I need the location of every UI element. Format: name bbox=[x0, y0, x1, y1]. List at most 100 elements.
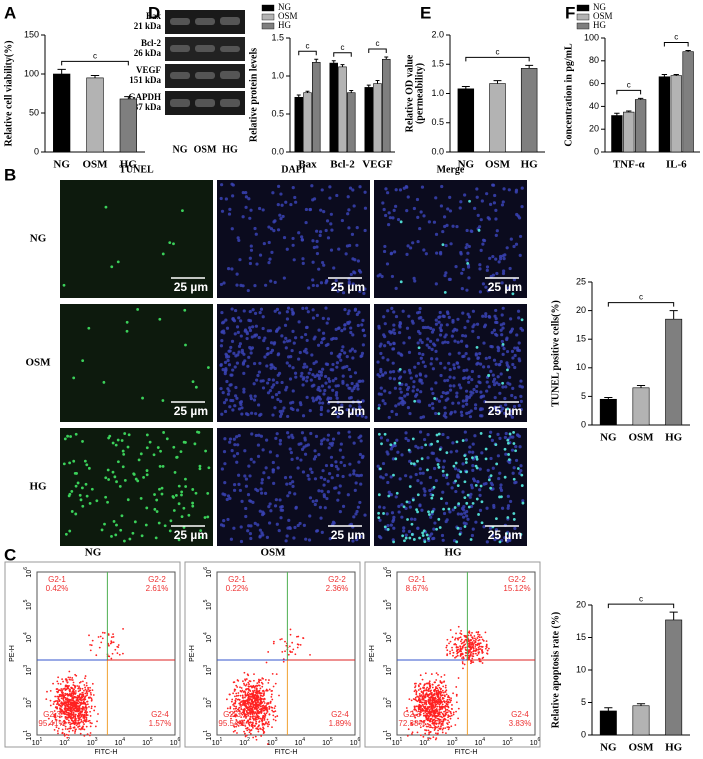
nucleus bbox=[317, 267, 321, 271]
stain bbox=[181, 209, 184, 213]
nucleus bbox=[308, 514, 312, 518]
stain bbox=[411, 498, 415, 502]
event bbox=[76, 685, 79, 687]
nucleus bbox=[418, 379, 422, 383]
x-tick-label: HG bbox=[665, 432, 683, 444]
nucleus bbox=[227, 212, 232, 216]
event bbox=[288, 645, 291, 648]
nucleus bbox=[320, 384, 325, 388]
nucleus bbox=[291, 236, 295, 241]
y-tick-label: 105 bbox=[23, 599, 33, 610]
nucleus bbox=[285, 482, 289, 486]
event bbox=[268, 713, 271, 716]
nucleus bbox=[492, 328, 497, 332]
nucleus bbox=[297, 320, 301, 324]
tick-exp: 6 bbox=[358, 737, 361, 743]
nucleus bbox=[480, 451, 484, 455]
nucleus bbox=[434, 381, 438, 385]
y-tick-label: 150 bbox=[24, 29, 39, 39]
stain bbox=[63, 437, 67, 441]
event bbox=[57, 696, 60, 698]
event bbox=[417, 696, 420, 698]
event bbox=[435, 722, 438, 725]
nucleus bbox=[486, 365, 491, 369]
event bbox=[430, 693, 433, 696]
event bbox=[72, 711, 75, 714]
nucleus bbox=[389, 523, 393, 527]
stain bbox=[168, 241, 172, 244]
error-bar bbox=[384, 56, 389, 60]
stain bbox=[106, 468, 110, 472]
event bbox=[287, 653, 290, 656]
event bbox=[258, 724, 260, 727]
event bbox=[61, 732, 64, 735]
nucleus bbox=[433, 521, 437, 525]
tick-base: 10 bbox=[239, 740, 247, 747]
flow-title: OSM bbox=[260, 547, 286, 559]
nucleus bbox=[451, 224, 455, 228]
nucleus bbox=[252, 398, 257, 402]
nucleus bbox=[237, 407, 242, 411]
nucleus bbox=[470, 533, 475, 538]
event bbox=[246, 726, 249, 729]
nucleus bbox=[491, 254, 495, 259]
stain bbox=[440, 497, 443, 501]
event bbox=[419, 708, 422, 711]
nucleus bbox=[340, 403, 344, 407]
stain bbox=[441, 243, 445, 247]
tick-exp: 2 bbox=[247, 737, 250, 743]
event bbox=[257, 717, 260, 720]
event bbox=[267, 681, 270, 684]
nucleus bbox=[444, 271, 448, 275]
nucleus bbox=[500, 506, 505, 510]
nucleus bbox=[347, 282, 351, 286]
event bbox=[57, 732, 59, 735]
stain bbox=[104, 495, 108, 499]
nucleus bbox=[288, 482, 292, 486]
stain bbox=[443, 290, 447, 294]
nucleus bbox=[506, 506, 510, 510]
nucleus bbox=[516, 309, 521, 313]
tick-base: 10 bbox=[206, 667, 213, 675]
event bbox=[413, 690, 416, 693]
stain bbox=[68, 461, 72, 465]
nucleus bbox=[436, 338, 440, 342]
nucleus bbox=[418, 373, 423, 377]
nucleus bbox=[465, 228, 469, 233]
event bbox=[238, 709, 240, 712]
nucleus bbox=[247, 355, 251, 359]
nucleus bbox=[424, 374, 428, 378]
nucleus bbox=[247, 524, 251, 528]
event bbox=[412, 698, 415, 700]
event bbox=[258, 678, 260, 681]
stain bbox=[506, 407, 510, 411]
stain bbox=[141, 396, 144, 400]
nucleus bbox=[233, 443, 237, 447]
nucleus bbox=[390, 274, 395, 279]
event bbox=[77, 719, 80, 722]
nucleus bbox=[471, 468, 475, 472]
stain bbox=[72, 459, 76, 463]
nucleus bbox=[519, 394, 523, 399]
nucleus bbox=[421, 325, 426, 330]
stain bbox=[458, 532, 462, 536]
event bbox=[469, 639, 472, 642]
nucleus bbox=[464, 399, 468, 403]
nucleus bbox=[277, 326, 281, 330]
stain bbox=[194, 491, 198, 495]
event bbox=[429, 731, 432, 733]
event bbox=[464, 646, 467, 649]
nucleus bbox=[232, 454, 236, 458]
tick-exp: 3 bbox=[383, 665, 389, 668]
x-tick-label: NG bbox=[458, 159, 475, 171]
event bbox=[65, 716, 68, 719]
nucleus bbox=[325, 219, 330, 223]
stain bbox=[177, 538, 181, 542]
nucleus bbox=[235, 361, 240, 365]
event bbox=[292, 648, 295, 651]
nucleus bbox=[484, 285, 488, 289]
nucleus bbox=[321, 469, 325, 473]
nucleus bbox=[428, 475, 432, 480]
nucleus bbox=[359, 439, 363, 443]
event bbox=[70, 719, 73, 722]
